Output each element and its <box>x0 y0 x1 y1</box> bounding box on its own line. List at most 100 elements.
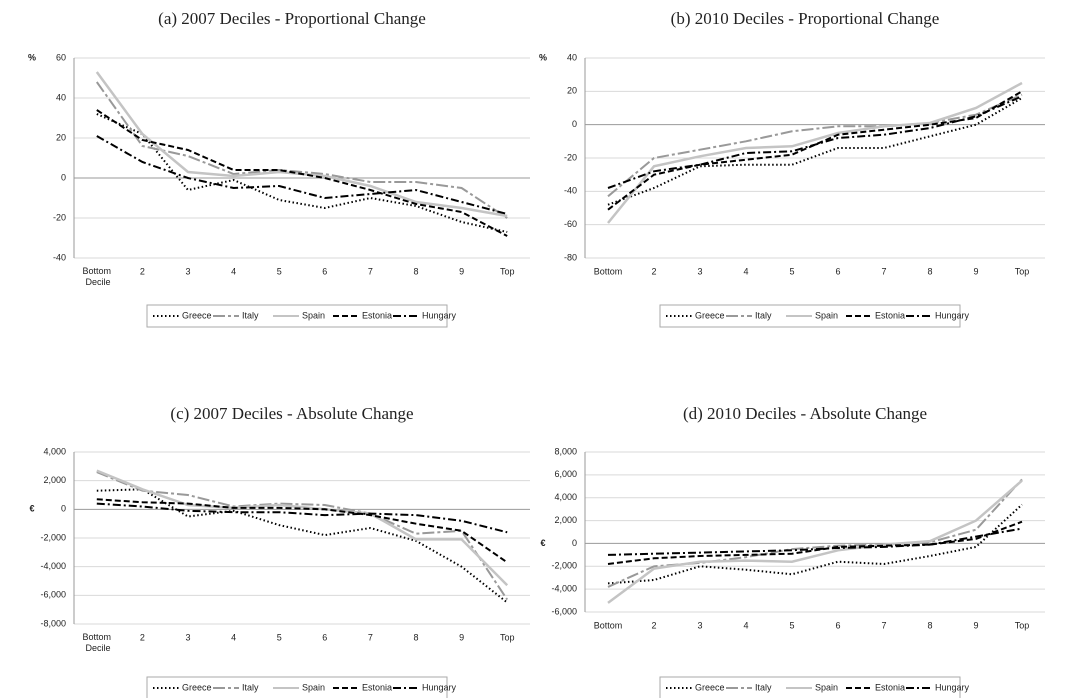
y-tick-label: -60 <box>564 219 577 229</box>
y-tick-label: 20 <box>567 86 577 96</box>
y-tick-label: 60 <box>56 52 66 62</box>
x-tick-label: 5 <box>789 266 794 276</box>
x-tick-label: Bottom <box>594 620 623 630</box>
y-tick-label: 4,000 <box>43 446 66 456</box>
legend-box <box>659 304 961 328</box>
x-tick-label: 8 <box>927 266 932 276</box>
chart-title: (b) 2010 Deciles - Proportional Change <box>671 9 940 28</box>
x-tick-label: Top <box>500 266 515 276</box>
legend-label: Spain <box>302 310 325 320</box>
legend-label: Italy <box>755 310 772 320</box>
legend-label: Italy <box>755 682 772 692</box>
y-tick-label: -80 <box>564 252 577 262</box>
x-tick-label: 2 <box>140 632 145 642</box>
x-tick-label: 7 <box>881 620 886 630</box>
legend-label: Estonia <box>362 310 392 320</box>
y-axis-label: € <box>29 504 34 514</box>
x-tick-label: Bottom Decile <box>83 632 112 653</box>
chart-title: (d) 2010 Deciles - Absolute Change <box>683 404 927 423</box>
chart-title: (a) 2007 Deciles - Proportional Change <box>158 9 426 28</box>
series-line <box>607 90 1023 211</box>
legend-label: Estonia <box>875 682 905 692</box>
series-line <box>96 469 509 587</box>
x-tick-label: 4 <box>231 632 236 642</box>
legend-box <box>659 676 961 698</box>
y-tick-label: -20 <box>564 152 577 162</box>
x-tick-label: 7 <box>368 632 373 642</box>
chart-title: (c) 2007 Deciles - Absolute Change <box>170 404 413 423</box>
x-tick-label: 4 <box>743 266 748 276</box>
x-tick-label: 4 <box>231 266 236 276</box>
series-line <box>607 97 1023 206</box>
y-tick-label: 0 <box>572 119 577 129</box>
y-tick-label: 6,000 <box>554 469 577 479</box>
legend-label: Hungary <box>422 310 457 320</box>
x-tick-label: 8 <box>413 632 418 642</box>
y-tick-label: 8,000 <box>554 446 577 456</box>
x-tick-label: Bottom Decile <box>83 266 112 287</box>
x-tick-label: 7 <box>881 266 886 276</box>
series-line <box>607 503 1023 585</box>
series-line <box>607 93 1023 198</box>
y-tick-label: 0 <box>61 504 66 514</box>
x-tick-label: 2 <box>651 620 656 630</box>
legend-label: Estonia <box>875 310 905 320</box>
y-tick-label: -2,000 <box>40 532 66 542</box>
y-tick-label: -40 <box>564 186 577 196</box>
x-tick-label: 8 <box>927 620 932 630</box>
series-line <box>95 81 508 219</box>
series-line <box>607 527 1023 556</box>
x-tick-label: 6 <box>835 620 840 630</box>
y-tick-label: -4,000 <box>551 584 577 594</box>
y-tick-label: 40 <box>567 52 577 62</box>
x-tick-label: 3 <box>697 266 702 276</box>
x-tick-label: Top <box>500 632 515 642</box>
series-line <box>607 520 1023 565</box>
legend-label: Greece <box>182 310 212 320</box>
y-tick-label: 4,000 <box>554 492 577 502</box>
x-tick-label: 5 <box>277 632 282 642</box>
y-tick-label: -20 <box>53 212 66 222</box>
legend-label: Hungary <box>935 310 970 320</box>
y-tick-label: 2,000 <box>554 515 577 525</box>
x-tick-label: 3 <box>697 620 702 630</box>
y-tick-label: 20 <box>56 132 66 142</box>
legend-label: Spain <box>815 682 838 692</box>
x-tick-label: 5 <box>789 620 794 630</box>
series-line <box>607 81 1023 224</box>
y-tick-label: -8,000 <box>40 618 66 628</box>
x-tick-label: 3 <box>185 632 190 642</box>
y-tick-label: -6,000 <box>40 590 66 600</box>
y-axis-label: % <box>539 52 547 62</box>
series-line <box>96 498 508 564</box>
y-tick-label: -4,000 <box>40 561 66 571</box>
legend-label: Spain <box>815 310 838 320</box>
legend-label: Italy <box>242 310 259 320</box>
y-tick-label: 0 <box>61 172 66 182</box>
legend-label: Hungary <box>422 682 457 692</box>
y-tick-label: 0 <box>572 538 577 548</box>
y-tick-label: -40 <box>53 252 66 262</box>
series-line <box>607 479 1023 604</box>
x-tick-label: 2 <box>140 266 145 276</box>
legend-box <box>146 304 448 328</box>
series-line <box>95 71 508 218</box>
y-tick-label: -2,000 <box>551 561 577 571</box>
y-axis-label: € <box>540 538 545 548</box>
x-tick-label: 3 <box>185 266 190 276</box>
legend-label: Greece <box>695 682 725 692</box>
x-tick-label: 7 <box>368 266 373 276</box>
legend-box <box>146 676 448 698</box>
legend-label: Estonia <box>362 682 392 692</box>
x-tick-label: 9 <box>459 632 464 642</box>
x-tick-label: 8 <box>413 266 418 276</box>
x-tick-label: Top <box>1015 620 1030 630</box>
x-tick-label: 6 <box>835 266 840 276</box>
x-tick-label: 9 <box>459 266 464 276</box>
x-tick-label: Bottom <box>594 266 623 276</box>
legend-label: Italy <box>242 682 259 692</box>
series-line <box>96 502 508 534</box>
legend-label: Hungary <box>935 682 970 692</box>
x-tick-label: 4 <box>743 620 748 630</box>
